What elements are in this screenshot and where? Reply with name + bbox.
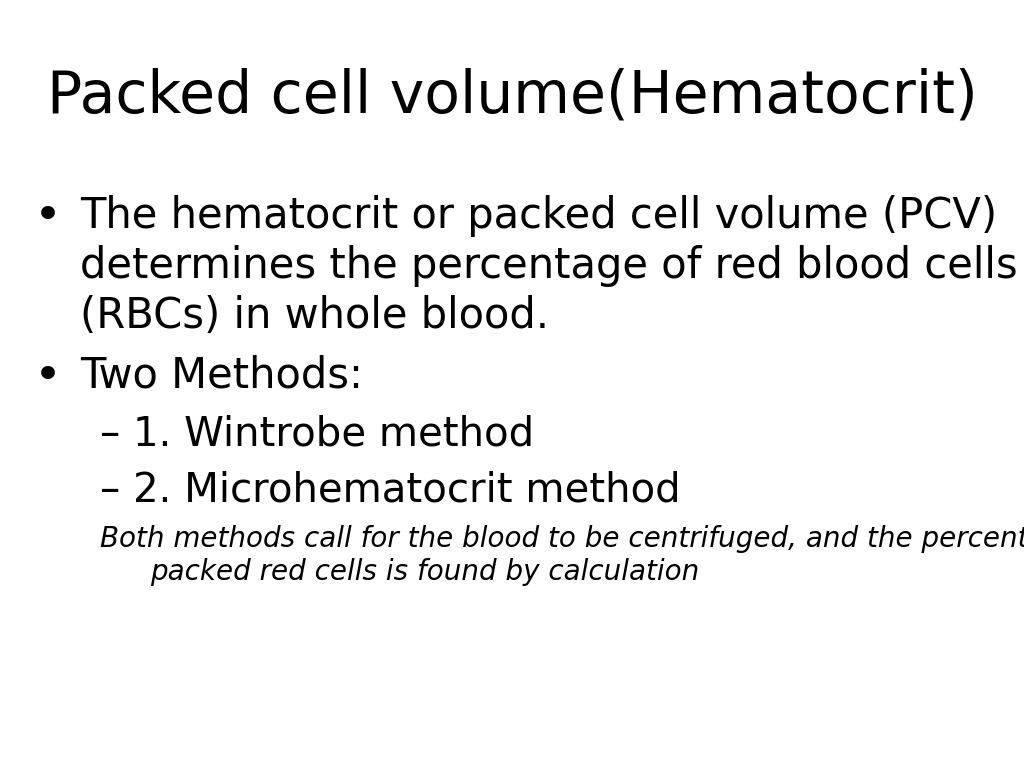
- Text: •: •: [34, 355, 62, 400]
- Text: The hematocrit or packed cell volume (PCV): The hematocrit or packed cell volume (PC…: [80, 195, 997, 237]
- Text: – 2. Microhematocrit method: – 2. Microhematocrit method: [100, 470, 681, 510]
- Text: (RBCs) in whole blood.: (RBCs) in whole blood.: [80, 295, 549, 337]
- Text: – 1. Wintrobe method: – 1. Wintrobe method: [100, 415, 535, 455]
- Text: determines the percentage of red blood cells: determines the percentage of red blood c…: [80, 245, 1018, 287]
- Text: packed red cells is found by calculation: packed red cells is found by calculation: [150, 558, 699, 586]
- Text: •: •: [34, 195, 62, 240]
- Text: Packed cell volume(Hematocrit): Packed cell volume(Hematocrit): [47, 68, 977, 125]
- Text: Both methods call for the blood to be centrifuged, and the percentage of: Both methods call for the blood to be ce…: [100, 525, 1024, 553]
- Text: Two Methods:: Two Methods:: [80, 355, 362, 397]
